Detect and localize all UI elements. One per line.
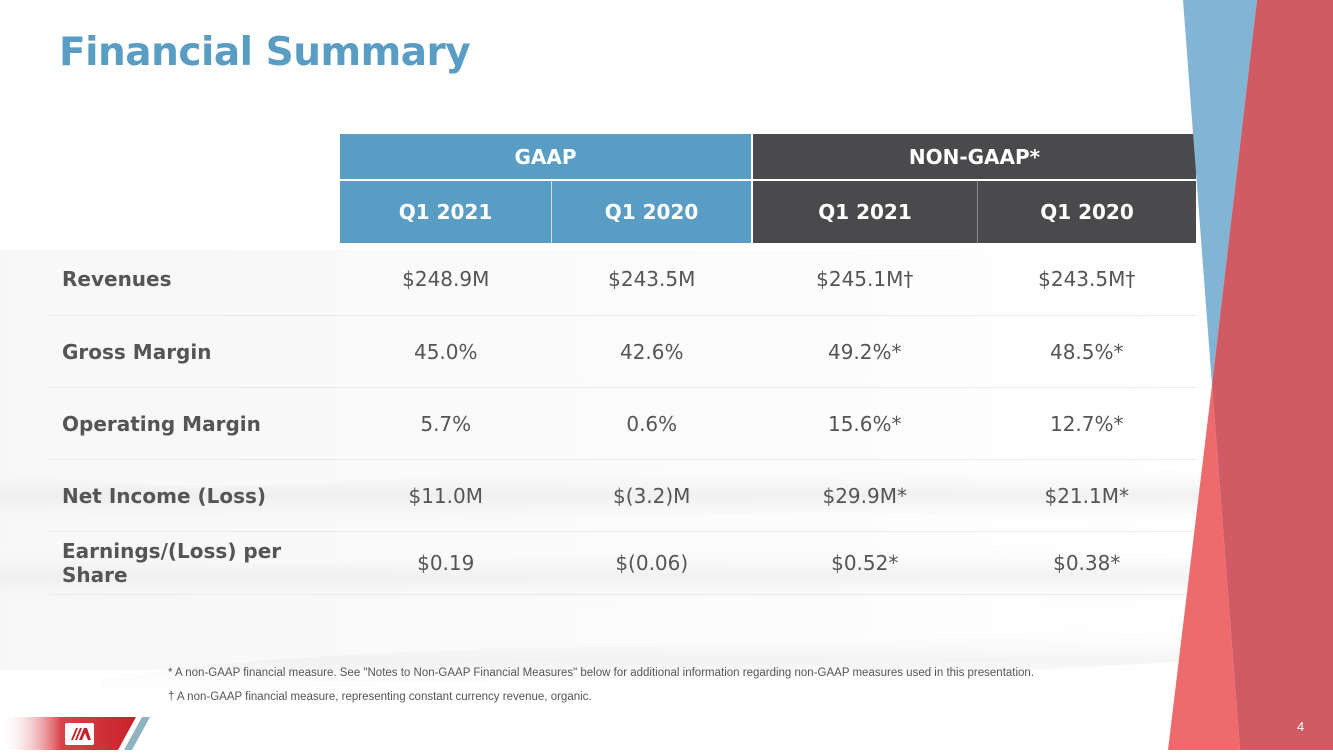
column-header-gaap-q1-2020: Q1 2020 [551, 180, 753, 243]
cell-value: $245.1M† [752, 243, 978, 316]
cell-value: $29.9M* [752, 459, 978, 532]
column-header-gaap-q1-2021: Q1 2021 [340, 180, 552, 243]
cell-value: 15.6%* [752, 387, 978, 460]
company-logo-icon [0, 717, 150, 750]
row-label: Revenues [50, 243, 340, 316]
cell-value: $243.5M [551, 243, 752, 316]
table-row-eps: Earnings/(Loss) per Share $0.19 $(0.06) … [50, 531, 1196, 595]
footnote-dagger: † A non-GAAP financial measure, represen… [168, 691, 592, 703]
table-group-header-row: GAAP NON-GAAP* [50, 134, 1196, 181]
company-logo-strip [0, 703, 160, 750]
cell-value: 45.0% [340, 315, 552, 388]
cell-value: $248.9M [340, 243, 552, 316]
column-header-nongaap-q1-2020: Q1 2020 [977, 180, 1196, 243]
page-number: 4 [1297, 719, 1305, 734]
row-label: Earnings/(Loss) per Share [50, 531, 340, 595]
table-corner-blank [50, 134, 340, 181]
cell-value: $0.52* [752, 531, 978, 595]
row-label: Gross Margin [50, 315, 340, 388]
row-label: Net Income (Loss) [50, 459, 340, 532]
row-label: Operating Margin [50, 387, 340, 460]
financial-summary-table: GAAP NON-GAAP* Q1 2021 Q1 2020 Q1 2021 Q… [50, 134, 1196, 595]
column-header-nongaap-q1-2021: Q1 2021 [752, 180, 978, 243]
cell-value: $(0.06) [551, 531, 752, 595]
table-row-gross-margin: Gross Margin 45.0% 42.6% 49.2%* 48.5%* [50, 315, 1196, 388]
gaap-group-header: GAAP [340, 134, 753, 181]
footnote-asterisk: * A non-GAAP financial measure. See "Not… [168, 667, 1035, 679]
table-corner-blank [50, 180, 340, 243]
cell-value: 48.5%* [977, 315, 1196, 388]
page-title: Financial Summary [59, 30, 471, 75]
cell-value: $11.0M [340, 459, 552, 532]
nongaap-group-header: NON-GAAP* [752, 134, 1196, 181]
cell-value: $0.19 [340, 531, 552, 595]
cell-value: 49.2%* [752, 315, 978, 388]
table-row-operating-margin: Operating Margin 5.7% 0.6% 15.6%* 12.7%* [50, 387, 1196, 460]
table-row-net-income: Net Income (Loss) $11.0M $(3.2)M $29.9M*… [50, 459, 1196, 532]
cell-value: $(3.2)M [551, 459, 752, 532]
cell-value: $243.5M† [977, 243, 1196, 316]
cell-value: 5.7% [340, 387, 552, 460]
cell-value: $21.1M* [977, 459, 1196, 532]
cell-value: $0.38* [977, 531, 1196, 595]
cell-value: 42.6% [551, 315, 752, 388]
cell-value: 0.6% [551, 387, 752, 460]
cell-value: 12.7%* [977, 387, 1196, 460]
table-row-revenues: Revenues $248.9M $243.5M $245.1M† $243.5… [50, 243, 1196, 316]
table-column-header-row: Q1 2021 Q1 2020 Q1 2021 Q1 2020 [50, 180, 1196, 243]
